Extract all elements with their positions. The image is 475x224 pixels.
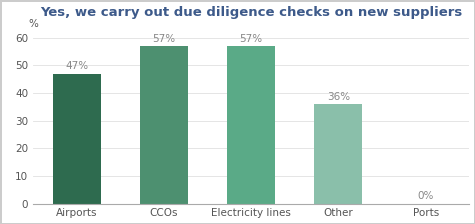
Text: 47%: 47% bbox=[65, 61, 88, 71]
Bar bbox=[140, 46, 188, 204]
Title: Yes, we carry out due diligence checks on new suppliers: Yes, we carry out due diligence checks o… bbox=[40, 6, 462, 19]
Text: 0%: 0% bbox=[418, 191, 434, 201]
Text: %: % bbox=[28, 19, 38, 29]
Bar bbox=[227, 46, 275, 204]
Text: 36%: 36% bbox=[327, 92, 350, 102]
Text: 57%: 57% bbox=[240, 34, 263, 44]
Bar bbox=[314, 104, 362, 204]
Text: 57%: 57% bbox=[152, 34, 176, 44]
Bar bbox=[53, 74, 101, 204]
